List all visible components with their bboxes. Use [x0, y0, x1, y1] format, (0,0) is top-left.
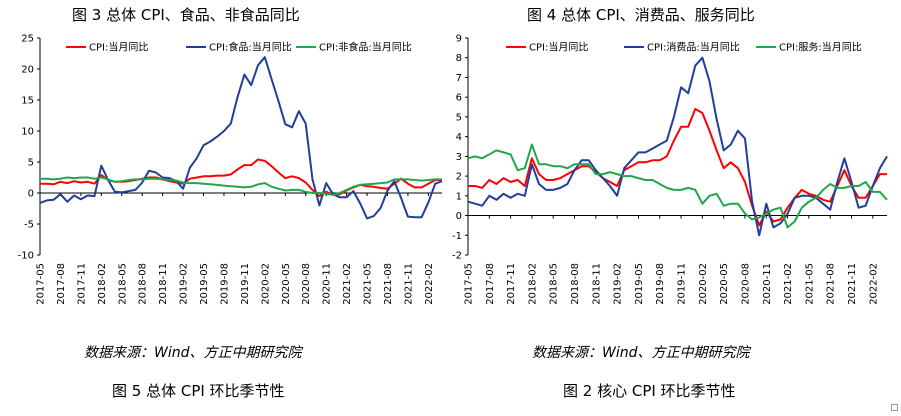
- right-line-chart: -2 -1 0 1 2 3 4 5 6 7 8 9 2017-05 2017-08 2017-11 2018-…: [452, 34, 888, 305]
- x-tick-label: 2020-02: [260, 263, 271, 305]
- y-tick-label: 0: [28, 189, 34, 200]
- x-tick-label: 2020-05: [719, 263, 730, 305]
- x-tick-label: 2017-08: [56, 263, 67, 305]
- x-tick-label: 2017-08: [485, 263, 496, 305]
- right-data-source: 数据来源：Wind、方正中期研究院: [532, 345, 750, 361]
- series-line-2: [39, 56, 443, 220]
- x-tick-label: 2017-11: [506, 263, 517, 305]
- legend-label: CPI:非食品:当月同比: [319, 41, 412, 54]
- x-tick-label: 2021-02: [783, 263, 794, 305]
- x-tick-label: 2019-08: [655, 263, 666, 305]
- x-tick-label: 2017-05: [464, 263, 475, 305]
- legend-label: CPI:服务:当月同比: [779, 41, 862, 54]
- y-tick-label: 6: [456, 93, 462, 104]
- x-tick-label: 2020-05: [281, 263, 292, 305]
- x-tick-label: 2018-05: [549, 263, 560, 305]
- series-line-2: [467, 56, 888, 237]
- x-tick-label: 2020-08: [301, 263, 312, 305]
- x-tick-label: 2022-02: [424, 263, 435, 305]
- x-tick-label: 2019-08: [219, 263, 230, 305]
- left-line-chart: -10 -5 0 5 10 15 20 25 2017-05 2017-08 2017-11 2018…: [18, 34, 443, 305]
- y-tick-label: 7: [456, 73, 462, 84]
- y-tick-label: -10: [18, 251, 34, 262]
- x-tick-label: 2019-02: [613, 263, 624, 305]
- y-tick-label: 8: [456, 53, 462, 64]
- corner-marker: [891, 404, 898, 411]
- x-tick-label: 2018-05: [117, 263, 128, 305]
- x-tick-label: 2021-02: [342, 263, 353, 305]
- legend-label: CPI:当月同比: [89, 41, 148, 54]
- x-tick-label: 2020-11: [322, 263, 333, 305]
- right-figure-caption: 图 2 核心 CPI 环比季节性: [563, 382, 736, 400]
- y-tick-label: -1: [452, 231, 462, 242]
- series-line-3: [40, 176, 442, 196]
- x-tick-label: 2021-11: [403, 263, 414, 305]
- y-tick-label: 3: [456, 152, 462, 163]
- x-tick-label: 2020-11: [762, 263, 773, 305]
- x-tick-label: 2018-02: [97, 263, 108, 305]
- x-tick-label: 2019-05: [634, 263, 645, 305]
- x-tick-label: 2017-11: [76, 263, 87, 305]
- x-tick-label: 2018-11: [591, 263, 602, 305]
- x-tick-label: 2019-11: [677, 263, 688, 305]
- x-tick-label: 2018-11: [158, 263, 169, 305]
- legend-label: CPI:当月同比: [529, 41, 588, 54]
- x-tick-label: 2017-05: [36, 263, 47, 305]
- y-tick-label: 2: [456, 172, 462, 183]
- y-tick-label: 0: [456, 211, 462, 222]
- x-tick-label: 2021-08: [383, 263, 394, 305]
- x-tick-label: 2019-02: [179, 263, 190, 305]
- x-tick-label: 2020-02: [698, 263, 709, 305]
- x-tick-label: 2021-11: [847, 263, 858, 305]
- left-figure-caption: 图 5 总体 CPI 环比季节性: [112, 382, 285, 400]
- x-tick-label: 2021-05: [804, 263, 815, 305]
- y-tick-label: 1: [456, 191, 462, 202]
- right-chart-title: 图 4 总体 CPI、消费品、服务同比: [527, 6, 755, 24]
- y-tick-label: 10: [21, 127, 34, 138]
- y-tick-label: -2: [452, 251, 462, 262]
- x-tick-label: 2019-11: [240, 263, 251, 305]
- x-tick-label: 2022-02: [868, 263, 879, 305]
- x-tick-label: 2019-05: [199, 263, 210, 305]
- legend-label: CPI:食品:当月同比: [209, 41, 292, 54]
- y-tick-label: -5: [24, 220, 34, 231]
- y-tick-label: 25: [21, 34, 34, 45]
- series-line-3: [467, 143, 888, 229]
- legend-label: CPI:消费品:当月同比: [647, 41, 740, 54]
- y-tick-label: 15: [21, 96, 34, 107]
- y-tick-label: 20: [21, 65, 34, 76]
- x-tick-label: 2018-08: [570, 263, 581, 305]
- x-tick-label: 2018-02: [527, 263, 538, 305]
- left-data-source: 数据来源：Wind、方正中期研究院: [84, 345, 302, 361]
- y-tick-label: 9: [456, 34, 462, 45]
- left-chart-title: 图 3 总体 CPI、食品、非食品同比: [72, 6, 300, 24]
- x-tick-label: 2020-08: [740, 263, 751, 305]
- x-tick-label: 2021-08: [826, 263, 837, 305]
- x-tick-label: 2018-08: [138, 263, 149, 305]
- y-tick-label: 4: [456, 132, 462, 143]
- x-tick-label: 2021-05: [363, 263, 374, 305]
- y-tick-label: 5: [28, 158, 34, 169]
- y-tick-label: 5: [456, 112, 462, 123]
